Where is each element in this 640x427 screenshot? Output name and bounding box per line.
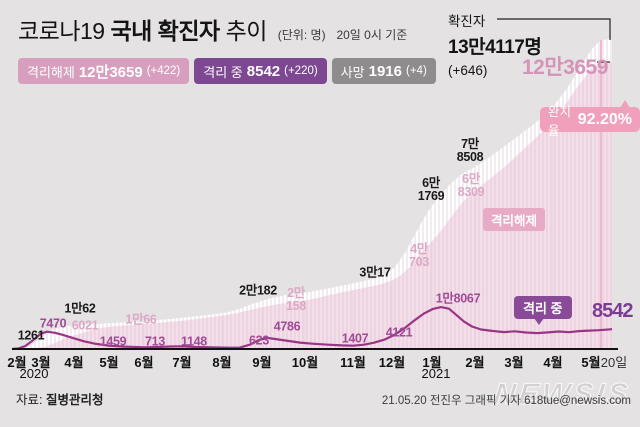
summary-value: 13만4117명 bbox=[448, 37, 542, 58]
cure-rate-value: 92.20% bbox=[577, 110, 632, 128]
year-mark: 2020 bbox=[19, 366, 49, 381]
title-suffix: 추이 bbox=[225, 18, 268, 44]
legend-badges: 격리해제 12만3659 (+422) 격리 중 8542 (+220) 사망 1916 (+4… bbox=[18, 58, 436, 84]
point-label: 1만62 bbox=[64, 301, 96, 316]
x-tick: 3월 bbox=[31, 355, 51, 370]
source-name: 질병관리청 bbox=[45, 393, 104, 407]
badge-value: 8542 bbox=[246, 62, 281, 80]
point-label: 713 bbox=[145, 334, 165, 349]
legend-badge-deaths: 사망 1916 (+4) bbox=[331, 58, 436, 84]
legend-badge-released: 격리해제 12만3659 (+422) bbox=[18, 58, 190, 84]
point-label: 623 bbox=[249, 333, 269, 348]
point-label: 4만 703 bbox=[409, 242, 429, 269]
title-unit: (단위: 명) bbox=[277, 28, 326, 42]
active-cases-line bbox=[11, 306, 613, 351]
title-main: 국내 확진자 bbox=[110, 18, 220, 44]
badge-delta: (+4) bbox=[406, 65, 427, 77]
x-tick: 10월 bbox=[291, 355, 319, 370]
data-source: 자료: 질병관리청 bbox=[16, 389, 103, 408]
point-label: 6021 bbox=[71, 318, 99, 333]
point-label: 1148 bbox=[181, 334, 207, 349]
active-total-label: 8542 bbox=[592, 300, 633, 323]
x-tick: 6월 bbox=[134, 355, 154, 370]
x-tick: 9월 bbox=[252, 355, 272, 370]
point-label: 3만17 bbox=[359, 265, 391, 280]
point-label: 6만 8309 bbox=[457, 172, 485, 199]
x-tick: 4월 bbox=[64, 355, 84, 370]
page-title: 코로나19 국내 확진자 추이 (단위: 명) 20일 0시 기준 bbox=[18, 12, 407, 46]
cure-rate-badge: 완치율 92.20% bbox=[540, 100, 640, 138]
credit-line: 21.05.20 전진우 그래픽 기자 618tue@newsis.com bbox=[381, 395, 631, 407]
cure-rate-label: 완치율 bbox=[548, 104, 572, 138]
x-tick: 4월 bbox=[543, 355, 563, 370]
badge-label: 사망 bbox=[340, 64, 365, 80]
title-prefix: 코로나19 bbox=[18, 18, 105, 44]
point-label: 1만8067 bbox=[435, 291, 481, 306]
badge-delta: (+422) bbox=[146, 65, 181, 77]
source-label: 자료: bbox=[16, 393, 43, 407]
point-label: 4786 bbox=[273, 319, 301, 334]
point-label: 2만182 bbox=[239, 283, 277, 298]
confirmed-summary: 확진자 13만4117명 (+646) bbox=[448, 10, 542, 78]
x-tick: 2월 bbox=[465, 355, 485, 370]
area-released bbox=[12, 62, 612, 350]
badge-delta: (+220) bbox=[284, 65, 318, 77]
x-tick: 8월 bbox=[212, 355, 232, 370]
released-area-label: 격리해제 bbox=[483, 208, 546, 231]
point-label: 7470 bbox=[39, 316, 67, 331]
point-label: 7만 8508 bbox=[456, 137, 484, 164]
x-tick: 2월 bbox=[7, 355, 27, 370]
title-asof: 20일 0시 기준 bbox=[336, 28, 408, 42]
summary-label: 확진자 bbox=[448, 14, 486, 29]
x-tick: 20일 bbox=[600, 355, 628, 370]
confirmed-leader-line bbox=[497, 18, 611, 40]
summary-delta: (+646) bbox=[448, 63, 488, 78]
point-label: 1407 bbox=[341, 331, 369, 346]
badge-label: 격리해제 bbox=[27, 64, 75, 80]
x-tick: 12월 bbox=[378, 355, 406, 370]
legend-badge-active: 격리 중 8542 (+220) bbox=[194, 58, 327, 84]
active-line-label: 격리 중 bbox=[514, 296, 572, 325]
x-tick: 5월 bbox=[581, 355, 601, 370]
badge-value: 12만3659 bbox=[78, 63, 143, 81]
x-tick: 1월 bbox=[422, 355, 442, 370]
x-tick: 7월 bbox=[172, 355, 192, 370]
point-label: 1만66 bbox=[125, 312, 157, 327]
released-total-label: 12만3659 bbox=[522, 56, 608, 79]
x-tick: 11월 bbox=[340, 355, 366, 370]
badge-value: 1916 bbox=[368, 62, 402, 80]
badge-label: 격리 중 bbox=[203, 64, 243, 80]
point-label: 2만 158 bbox=[286, 286, 306, 313]
point-label: 1459 bbox=[99, 334, 127, 349]
point-label: 1261 bbox=[17, 328, 45, 343]
x-tick: 5월 bbox=[99, 355, 119, 370]
x-tick: 3월 bbox=[504, 355, 524, 370]
point-label: 6만 1769 bbox=[417, 176, 445, 203]
point-label: 4121 bbox=[385, 325, 413, 340]
year-mark: 2021 bbox=[421, 366, 451, 381]
